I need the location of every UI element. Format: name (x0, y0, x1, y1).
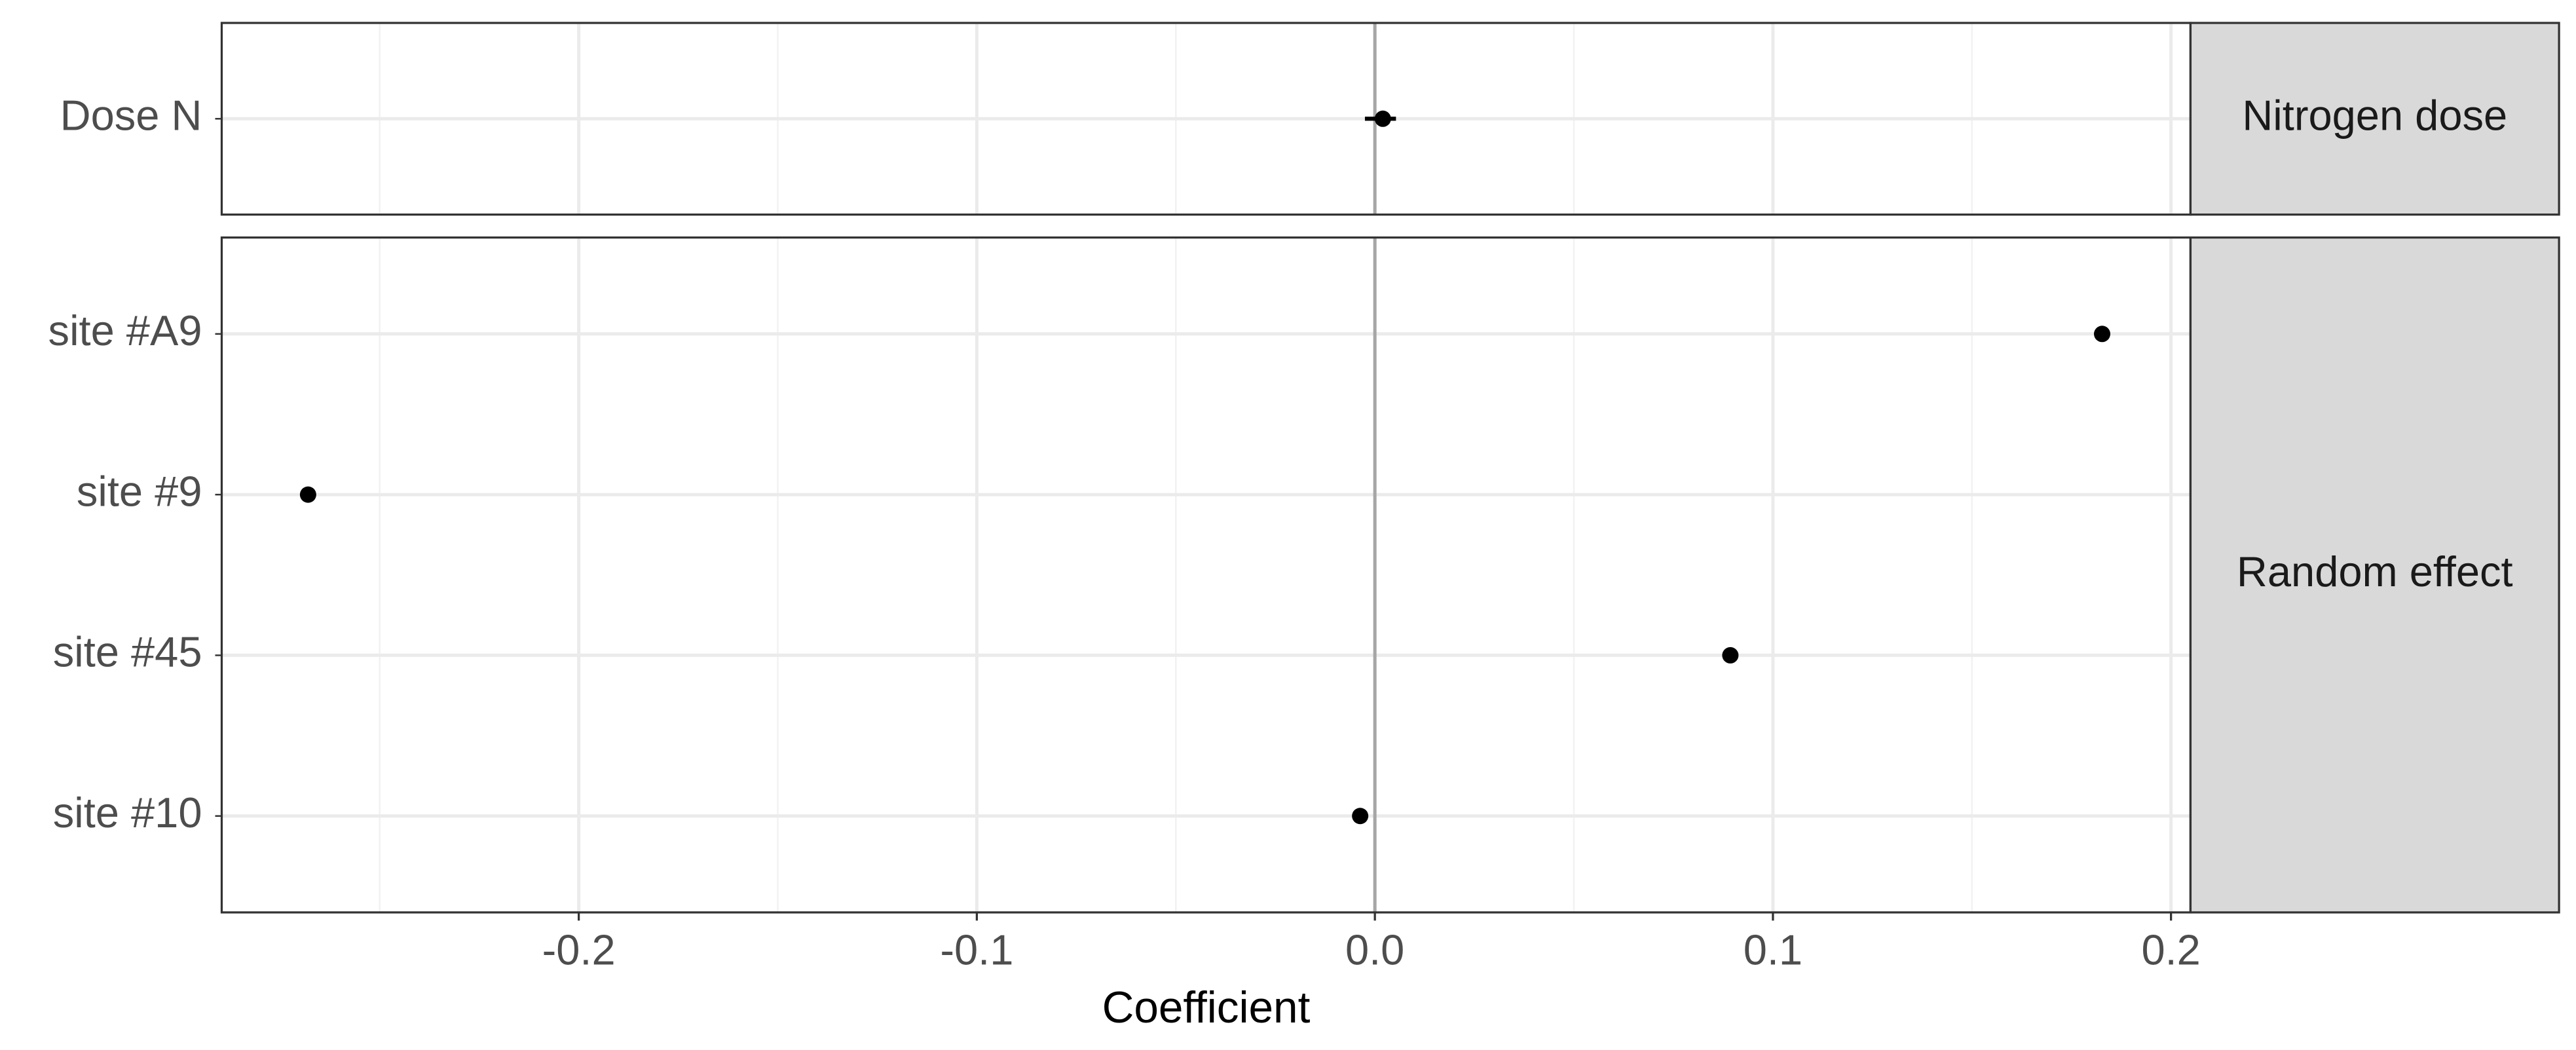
x-tick-label: 0.0 (1345, 926, 1404, 974)
y-tick-label: site #10 (53, 789, 202, 836)
y-tick-label: site #9 (77, 467, 202, 515)
y-tick-label: site #45 (53, 628, 202, 676)
point (2094, 326, 2111, 343)
point (1374, 110, 1391, 127)
strip (2189, 22, 2560, 216)
x-tick-label: -0.1 (940, 926, 1013, 974)
point (299, 486, 316, 503)
strip-label: Nitrogen dose (2242, 91, 2507, 139)
y-tick-label: site #A9 (48, 307, 202, 354)
x-axis-title: Coefficient (1102, 983, 1311, 1032)
x-tick-label: 0.1 (1744, 926, 1802, 974)
panel-background (221, 237, 2191, 912)
point (1722, 647, 1739, 664)
x-tick-label: 0.2 (2141, 926, 2200, 974)
strip (2189, 236, 2560, 914)
x-tick-label: -0.2 (542, 926, 616, 974)
point (1352, 808, 1369, 825)
strip-label: Random effect (2237, 548, 2513, 595)
y-tick-label: Dose N (60, 91, 202, 139)
